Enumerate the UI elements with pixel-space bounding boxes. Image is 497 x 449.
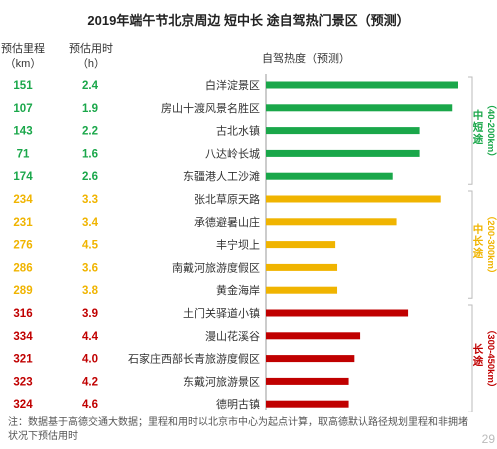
bar <box>266 263 338 271</box>
distance-value: 321 <box>13 354 33 366</box>
heat-header: 自驾热度（预测） <box>262 53 350 65</box>
time-value: 4.5 <box>82 240 99 252</box>
bar <box>266 149 420 157</box>
time-value: 3.9 <box>82 308 98 320</box>
group-label: 长途 <box>473 343 484 368</box>
distance-value: 334 <box>13 331 33 343</box>
time-value: 3.8 <box>82 285 99 297</box>
category-label: 石家庄西部长青旅游度假区 <box>128 352 260 366</box>
group-bracket <box>468 190 473 299</box>
bar <box>266 377 349 385</box>
time-value: 3.6 <box>82 262 98 274</box>
category-label: 黄金海岸 <box>216 283 260 297</box>
group-range-label: （40-200km） <box>485 99 497 161</box>
time-value: 3.4 <box>82 217 99 229</box>
category-label: 德明古镇 <box>216 397 260 411</box>
category-label: 古北水镇 <box>216 124 260 138</box>
category-label: 八达岭长城 <box>205 146 260 160</box>
chart-area: 151 2.4 白洋淀景区 107 1.9 房山十渡风景名胜区 143 2.2 古北水镇 71 1.… <box>13 74 497 412</box>
bar <box>266 332 361 340</box>
footnote: 注：数据基于高德交通大数据；里程和用时以北京市中心为起点计算，取高德默认路径规划… <box>8 417 468 442</box>
distance-value: 71 <box>17 148 30 160</box>
category-label: 承德避暑山庄 <box>194 215 260 229</box>
time-header-unit: （h） <box>76 58 106 70</box>
distance-header: 预估里程 （km） <box>0 42 46 72</box>
category-label: 房山十渡风景名胜区 <box>161 101 260 115</box>
bar <box>266 355 355 363</box>
distance-header-unit: （km） <box>4 58 42 70</box>
group-bracket <box>468 76 473 185</box>
category-label: 丰宁坝上 <box>216 238 260 252</box>
time-value: 4.4 <box>82 331 99 343</box>
distance-value: 316 <box>13 308 32 320</box>
time-value: 3.3 <box>82 194 98 206</box>
time-header: 预估用时 （h） <box>60 42 122 72</box>
time-value: 4.0 <box>82 354 98 366</box>
time-header-label: 预估用时 <box>69 43 113 55</box>
group-label: 中短途 <box>473 109 484 146</box>
bar <box>266 218 397 226</box>
distance-value: 107 <box>13 103 32 115</box>
bar <box>266 172 393 180</box>
group-range-label: （200-300km） <box>485 211 497 279</box>
time-value: 2.6 <box>82 171 98 183</box>
time-value: 2.2 <box>82 126 98 138</box>
bar <box>266 309 409 317</box>
group-bracket <box>468 304 473 412</box>
bar <box>266 241 336 249</box>
time-value: 1.6 <box>82 148 98 160</box>
time-value: 4.6 <box>82 399 98 411</box>
distance-header-label: 预估里程 <box>1 43 45 55</box>
category-label: 东疆港人工沙滩 <box>183 169 260 183</box>
distance-value: 151 <box>13 80 33 92</box>
distance-value: 234 <box>13 194 33 206</box>
group-label: 中长途 <box>473 223 484 260</box>
distance-value: 231 <box>13 217 33 229</box>
category-label: 土门关驿道小镇 <box>183 306 260 320</box>
chart-title: 2019年端午节北京周边 短中长 途自驾热门景区（预测） <box>87 13 410 28</box>
distance-value: 276 <box>13 240 32 252</box>
distance-value: 289 <box>13 285 32 297</box>
distance-value: 324 <box>13 399 33 411</box>
bar <box>266 400 349 408</box>
time-value: 1.9 <box>82 103 98 115</box>
group-range-label: （300-450km） <box>485 325 497 393</box>
page-number: 29 <box>481 432 495 446</box>
distance-value: 174 <box>13 171 33 183</box>
distance-value: 143 <box>13 126 32 138</box>
category-label: 东戴河旅游景区 <box>183 374 260 388</box>
category-label: 南戴河旅游度假区 <box>172 260 260 274</box>
time-value: 2.4 <box>82 80 99 92</box>
distance-value: 286 <box>13 262 32 274</box>
bar <box>266 286 338 294</box>
bar <box>266 195 441 203</box>
bar <box>266 127 420 135</box>
category-label: 白洋淀景区 <box>205 78 260 92</box>
distance-value: 323 <box>13 376 32 388</box>
time-value: 4.2 <box>82 376 98 388</box>
bar <box>266 81 458 89</box>
category-label: 张北草原天路 <box>194 193 260 206</box>
bar <box>266 104 453 112</box>
category-label: 漫山花溪谷 <box>205 329 260 343</box>
